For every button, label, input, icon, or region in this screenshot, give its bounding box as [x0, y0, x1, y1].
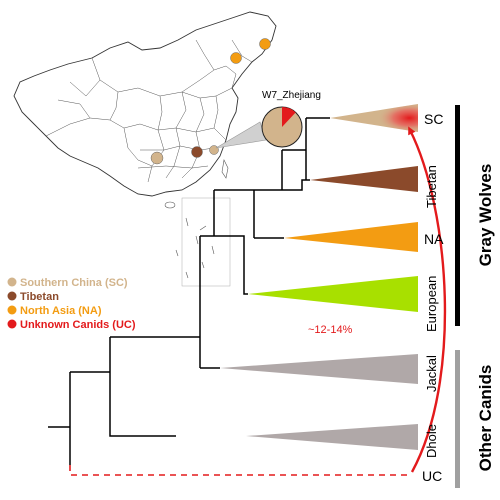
province-borders [45, 39, 253, 183]
legend-swatch-tibetan [7, 291, 17, 301]
group-label-gray-wolves: Gray Wolves [476, 164, 495, 267]
leaf-label-uc: UC [422, 468, 442, 484]
group-bar-gray-wolves [455, 105, 460, 326]
branch-to-european-node [214, 235, 248, 295]
branch-to-dhole-node [109, 372, 176, 437]
clade-triangle-jackal [220, 354, 418, 384]
branch-to-tibetan [282, 179, 310, 191]
callout-site-label: W7_Zhejiang [262, 90, 321, 101]
legend-swatch-sc [7, 277, 17, 287]
leaf-label-dhole: Dhole [424, 424, 439, 458]
leaf-label-european: European [424, 276, 439, 332]
leaf-label-na: NA [424, 231, 444, 247]
tree-branches [48, 117, 330, 465]
clade-triangle-tibetan [310, 166, 418, 192]
introgression-label: ~12-14% [308, 324, 353, 336]
clade-sc-introgression-glow [360, 104, 418, 132]
introgression-arrow [408, 126, 447, 473]
group-bar-other-canids [455, 350, 460, 488]
legend-label-uc: Unknown Canids (UC) [20, 319, 136, 331]
clade-triangle-na [284, 222, 418, 252]
clade-triangle-dhole [246, 424, 418, 450]
legend-label-na: North Asia (NA) [20, 305, 102, 317]
legend-label-tibetan: Tibetan [20, 291, 59, 303]
map-marker-north-asia-1 [230, 52, 242, 64]
map-marker-southern-china-1 [150, 151, 164, 165]
map-marker-north-asia-2 [259, 38, 271, 50]
zhejiang-pie [261, 106, 303, 148]
leaf-label-sc: SC [424, 111, 443, 127]
leaf-label-tibetan: Tibetan [424, 165, 439, 208]
china-outline [13, 11, 277, 197]
legend-swatch-uc [7, 319, 17, 329]
map-marker-tibetan [191, 146, 203, 158]
branch-uc-dashed [69, 465, 410, 476]
group-label-other-canids: Other Canids [476, 365, 495, 472]
islands [164, 159, 231, 287]
legend: Southern China (SC) Tibetan North Asia (… [7, 277, 136, 331]
legend-swatch-na [7, 305, 17, 315]
legend-label-sc: Southern China (SC) [20, 277, 128, 289]
map-marker-southern-china-2 [209, 145, 219, 155]
clade-triangle-european [248, 276, 418, 312]
leaf-label-jackal: Jackal [424, 355, 439, 392]
zhejiang-pie-unknown-slice [282, 107, 296, 127]
